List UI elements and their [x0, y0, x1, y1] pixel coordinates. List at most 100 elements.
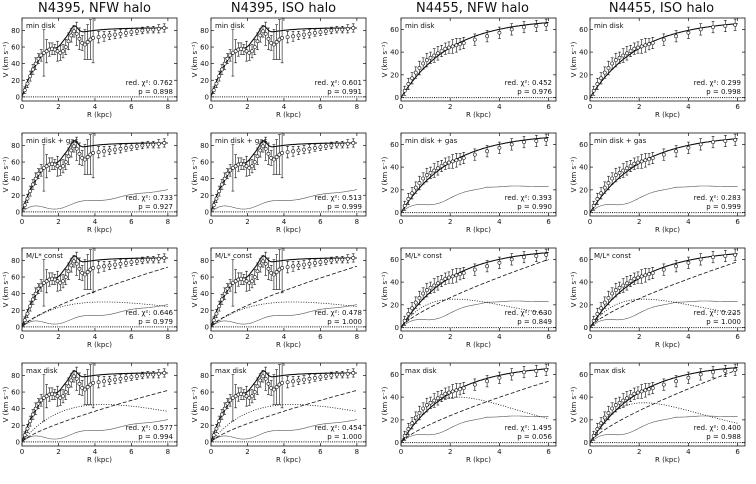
panel-label: min disk [405, 22, 435, 30]
panel-frame [400, 17, 557, 102]
data-point [723, 139, 728, 143]
data-point [217, 189, 222, 194]
data-point [74, 146, 79, 151]
disk-curve [590, 298, 738, 328]
red-chi2-label: red. χ²: 0.478 [315, 309, 362, 317]
data-point [599, 306, 603, 311]
data-point [421, 291, 426, 296]
data-point [145, 257, 150, 262]
data-point [74, 261, 79, 266]
y-tick-label: 20 [11, 307, 20, 315]
panel-label: min disk [26, 22, 56, 30]
p-value-label: p = 0.990 [517, 203, 552, 211]
y-tick-label: 60 [579, 26, 588, 34]
halo-curve [590, 369, 738, 442]
data-point [424, 58, 429, 62]
y-tick-label: 20 [200, 192, 209, 200]
data-point [72, 259, 76, 264]
data-point [334, 142, 339, 147]
x-tick-label: 6 [546, 103, 551, 111]
gas-curve [22, 189, 168, 212]
data-point [432, 283, 437, 288]
x-tick-label: 0 [209, 333, 213, 341]
data-point [632, 46, 637, 51]
data-point [250, 164, 254, 169]
data-point [274, 385, 279, 389]
x-tick-label: 4 [282, 333, 287, 341]
data-point [591, 88, 596, 93]
data-point [291, 379, 295, 384]
data-point [318, 145, 323, 150]
y-axis-label: V (km s⁻¹) [2, 386, 10, 422]
data-point [96, 380, 101, 384]
data-point [674, 34, 679, 39]
x-tick-label: 8 [355, 218, 359, 226]
data-point [252, 390, 257, 394]
y-tick-label: 60 [200, 44, 209, 52]
data-point [661, 382, 666, 387]
data-point [595, 427, 600, 431]
data-point [39, 398, 44, 403]
data-point [258, 263, 263, 268]
data-point [302, 262, 306, 267]
data-point [410, 421, 414, 426]
data-point [591, 433, 596, 438]
data-point [632, 161, 637, 166]
data-point [454, 273, 459, 278]
data-point [485, 379, 490, 384]
data-point [307, 31, 312, 36]
y-tick-label: 40 [200, 60, 209, 68]
p-value-label: p = 0.056 [517, 433, 552, 441]
data-point [113, 377, 117, 382]
y-tick-label: 0 [584, 94, 588, 102]
y-tick-label: 20 [11, 422, 20, 430]
data-point [214, 81, 219, 86]
data-point [334, 372, 339, 377]
y-tick-label: 40 [579, 279, 588, 287]
data-point [647, 157, 651, 162]
data-point [617, 285, 622, 290]
data-point [534, 254, 539, 258]
data-point [247, 280, 252, 285]
data-point [83, 157, 87, 162]
data-point [595, 82, 600, 86]
x-tick-label: 2 [448, 218, 452, 226]
y-tick-label: 60 [579, 141, 588, 149]
data-point [247, 165, 252, 170]
data-point [211, 318, 216, 323]
data-point [443, 46, 448, 51]
x-tick-label: 2 [56, 333, 60, 341]
data-point [140, 373, 145, 378]
y-tick-label: 0 [16, 93, 20, 101]
data-point [74, 376, 79, 381]
data-point [302, 32, 306, 37]
data-point [220, 182, 224, 187]
p-value-label: p = 0.976 [517, 88, 552, 96]
y-tick-label: 0 [16, 438, 20, 446]
data-point [140, 28, 145, 33]
x-axis-label: R (kpc) [87, 456, 112, 464]
y-tick-label: 80 [11, 257, 20, 265]
column-title: N4455, ISO halo [608, 1, 715, 16]
x-tick-label: 6 [735, 218, 740, 226]
halo-curve [22, 390, 168, 442]
data-point [636, 275, 640, 280]
x-tick-label: 2 [245, 448, 249, 456]
data-point [266, 151, 271, 156]
data-point [44, 164, 49, 169]
data-point [272, 387, 276, 392]
data-point [723, 369, 728, 373]
y-tick-label: 20 [11, 192, 20, 200]
data-point [323, 259, 328, 264]
data-point [417, 66, 422, 70]
halo-curve [22, 266, 169, 327]
data-point [74, 31, 79, 36]
data-point [733, 252, 738, 257]
data-point [66, 154, 71, 159]
data-point [711, 140, 715, 144]
x-axis-label: R (kpc) [466, 341, 491, 349]
p-value-label: p = 0.988 [706, 433, 741, 441]
